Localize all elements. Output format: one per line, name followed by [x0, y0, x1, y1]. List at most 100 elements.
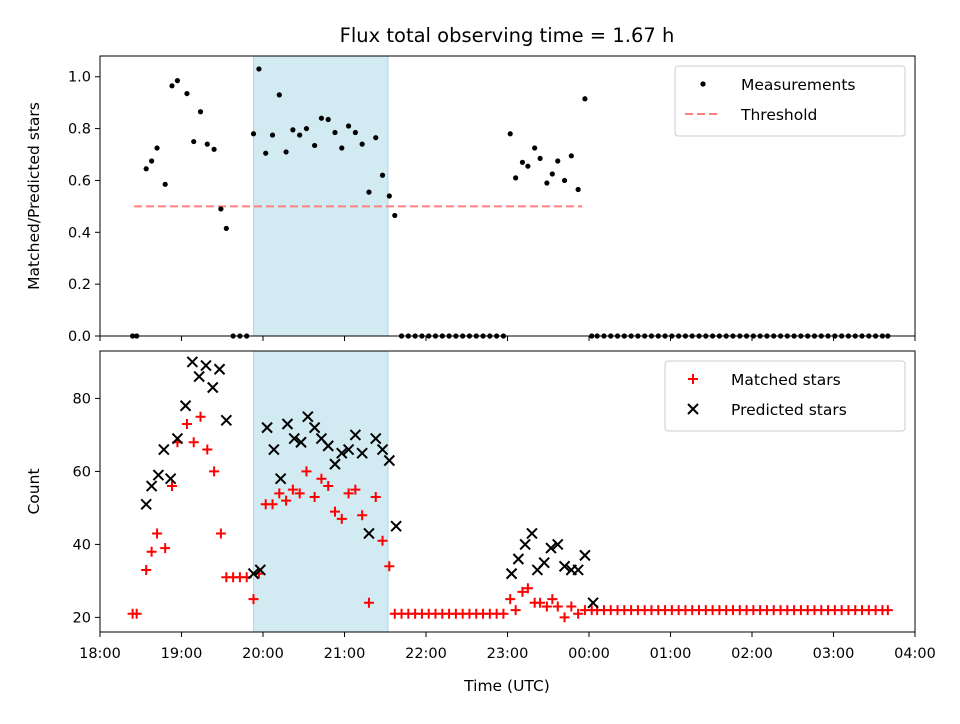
matched-point	[329, 506, 340, 517]
measurement-point	[568, 153, 574, 159]
matched-point	[323, 481, 334, 492]
predicted-point	[329, 458, 341, 470]
measurement-point	[191, 138, 197, 145]
predicted-point	[512, 553, 525, 565]
measurement-point	[204, 141, 210, 147]
matched-point	[146, 546, 157, 557]
predicted-point	[370, 432, 382, 445]
predicted-point	[164, 473, 177, 485]
measurement-point	[359, 141, 365, 147]
legend: Measurements Threshold	[674, 65, 906, 137]
matched-point	[377, 535, 388, 546]
predicted-point	[572, 564, 584, 576]
predicted-point	[186, 356, 199, 368]
measurement-point	[250, 131, 257, 137]
predicted-point	[342, 443, 355, 456]
y-tick-label: 40	[73, 537, 91, 553]
measurement-point	[519, 159, 526, 165]
matched-point	[274, 488, 285, 499]
x-tick-label: 00:00	[568, 646, 610, 662]
predicted-point	[383, 454, 396, 467]
predicted-point	[220, 414, 233, 427]
x-tick-label: 02:00	[731, 646, 773, 662]
legend-label: Predicted stars	[731, 401, 847, 419]
matched-point	[188, 437, 199, 448]
measurement-point	[555, 158, 561, 164]
matched-point	[363, 597, 374, 608]
predicted-point	[519, 538, 531, 551]
measurement-point	[263, 150, 269, 156]
measurement-point	[582, 96, 588, 102]
predicted-point	[579, 549, 591, 562]
y-tick-label: 60	[73, 464, 91, 480]
measurement-point	[537, 155, 543, 162]
y-tick-label: 1.0	[68, 70, 91, 86]
x-tick-label: 01:00	[650, 646, 692, 662]
matched-point	[384, 561, 395, 572]
predicted-point	[558, 560, 571, 573]
bottom-panel: 20 40 60 80 18:00 19:00 20:00 21:00 22:00 23:00 00…	[25, 350, 936, 662]
legend-marker-predicted	[687, 403, 699, 415]
predicted-point	[390, 520, 402, 532]
measurement-point	[575, 186, 581, 193]
measurement-point	[174, 78, 181, 84]
highlight-span	[252, 350, 389, 633]
x-tick-label: 19:00	[161, 646, 203, 662]
predicted-point	[526, 527, 538, 540]
predicted-point	[281, 418, 294, 430]
measurement-point	[339, 145, 345, 151]
measurement-point	[143, 166, 149, 172]
x-tick-label: 23:00	[487, 646, 529, 662]
series-predicted-stars	[140, 356, 599, 609]
y-axis-label: Count	[25, 468, 43, 514]
measurement-point	[532, 145, 538, 151]
measurement-point	[290, 127, 296, 133]
matched-point	[517, 586, 528, 597]
measurement-point	[154, 145, 160, 151]
predicted-point	[213, 363, 226, 375]
y-axis-label: Matched/Predicted stars	[25, 102, 43, 290]
legend-box	[664, 360, 906, 432]
matched-point	[370, 491, 381, 502]
measurement-point	[373, 135, 379, 141]
predicted-point	[349, 429, 362, 441]
matched-point	[498, 608, 509, 619]
y-tick-label: 0.4	[68, 225, 91, 241]
predicted-point	[552, 538, 564, 551]
x-axis-label: Time (UTC)	[463, 677, 550, 695]
y-tick-label: 80	[73, 391, 91, 407]
predicted-point	[308, 421, 321, 434]
measurement-point	[379, 172, 386, 178]
measurement-point	[303, 125, 310, 132]
measurement-point	[325, 116, 331, 123]
predicted-point	[505, 567, 518, 580]
matched-point	[195, 411, 206, 422]
predicted-point	[322, 440, 334, 452]
matched-point	[343, 488, 354, 499]
measurement-point	[352, 129, 358, 136]
matched-point	[316, 473, 327, 484]
predicted-point	[356, 447, 368, 459]
legend-box	[674, 65, 906, 137]
matched-point	[248, 594, 259, 605]
measurement-point	[312, 142, 318, 149]
legend-marker-matched	[688, 374, 698, 384]
matched-point	[350, 484, 361, 495]
matched-point	[131, 608, 142, 619]
matched-point	[267, 499, 278, 510]
measurement-point	[345, 123, 352, 129]
matched-point	[336, 513, 347, 524]
predicted-point	[193, 370, 205, 383]
top-panel: 0.0 0.2 0.4 0.6 0.8 1.0 Matched/Predicted star…	[25, 55, 916, 345]
measurement-point	[544, 180, 550, 186]
y-tick-label: 20	[73, 610, 91, 626]
predicted-point	[200, 359, 212, 372]
measurement-point	[283, 149, 289, 155]
predicted-point	[295, 436, 307, 448]
predicted-point	[152, 469, 165, 481]
legend-label: Measurements	[741, 76, 856, 94]
measurement-point	[549, 171, 555, 177]
matched-point	[181, 418, 192, 429]
predicted-point	[336, 447, 348, 459]
chart-title: Flux total observing time = 1.67 h	[340, 24, 675, 47]
